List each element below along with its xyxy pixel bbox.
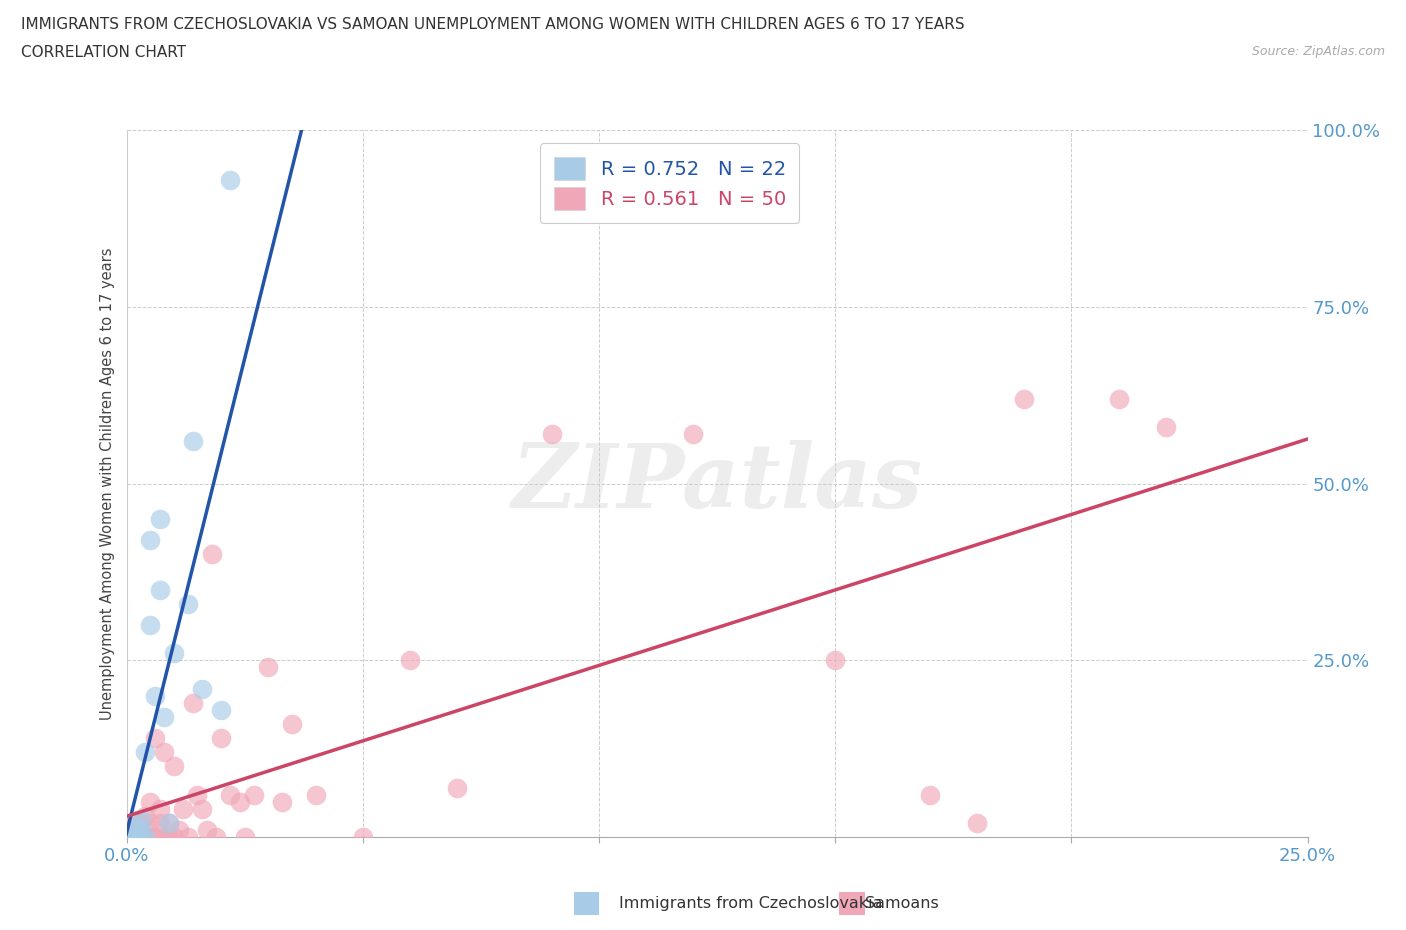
Point — [219, 172, 242, 187]
Point — [243, 787, 266, 802]
Point — [125, 830, 148, 844]
Point — [149, 802, 172, 817]
Text: CORRELATION CHART: CORRELATION CHART — [21, 45, 186, 60]
Point — [163, 759, 186, 774]
Point — [120, 830, 142, 844]
Point — [271, 794, 294, 809]
Text: Samoans: Samoans — [865, 897, 938, 911]
Point — [209, 731, 232, 746]
Point — [824, 653, 846, 668]
Point — [157, 816, 180, 830]
Point — [163, 830, 186, 844]
Point — [209, 702, 232, 717]
Text: ZIPatlas: ZIPatlas — [512, 440, 922, 527]
Point — [149, 512, 172, 526]
Point — [125, 819, 148, 834]
Point — [233, 830, 256, 844]
Point — [1108, 392, 1130, 406]
Point — [149, 582, 172, 597]
Point — [1012, 392, 1035, 406]
Point — [157, 816, 180, 830]
Point — [125, 830, 148, 844]
Point — [1154, 419, 1177, 434]
Point — [129, 830, 152, 844]
Point — [229, 794, 252, 809]
FancyBboxPatch shape — [574, 892, 599, 915]
Point — [682, 427, 704, 442]
Point — [143, 688, 166, 703]
Text: Source: ZipAtlas.com: Source: ZipAtlas.com — [1251, 45, 1385, 58]
Point — [149, 816, 172, 830]
Point — [134, 830, 156, 844]
Point — [281, 716, 304, 731]
Point — [129, 812, 152, 827]
Point — [540, 427, 562, 442]
Point — [399, 653, 422, 668]
Point — [167, 822, 190, 837]
Point — [129, 822, 152, 837]
Point — [120, 830, 142, 844]
Point — [139, 533, 162, 548]
Point — [157, 830, 180, 844]
Point — [139, 618, 162, 632]
Point — [134, 830, 156, 844]
Point — [134, 745, 156, 760]
Point — [181, 433, 204, 448]
Point — [120, 826, 142, 841]
Text: IMMIGRANTS FROM CZECHOSLOVAKIA VS SAMOAN UNEMPLOYMENT AMONG WOMEN WITH CHILDREN : IMMIGRANTS FROM CZECHOSLOVAKIA VS SAMOAN… — [21, 17, 965, 32]
Point — [125, 816, 148, 830]
Point — [446, 780, 468, 795]
FancyBboxPatch shape — [839, 892, 865, 915]
Point — [918, 787, 941, 802]
Point — [139, 794, 162, 809]
Point — [153, 745, 176, 760]
Point — [304, 787, 326, 802]
Point — [143, 830, 166, 844]
Point — [120, 826, 142, 841]
Point — [257, 660, 280, 675]
Point — [177, 596, 200, 611]
Y-axis label: Unemployment Among Women with Children Ages 6 to 17 years: Unemployment Among Women with Children A… — [100, 247, 115, 720]
Point — [200, 547, 222, 562]
Point — [134, 808, 156, 823]
Point — [195, 822, 218, 837]
Point — [139, 816, 162, 830]
Point — [172, 802, 194, 817]
Legend: R = 0.752   N = 22, R = 0.561   N = 50: R = 0.752 N = 22, R = 0.561 N = 50 — [540, 143, 800, 223]
Point — [153, 710, 176, 724]
Point — [177, 830, 200, 844]
Point — [129, 830, 152, 844]
Point — [205, 830, 228, 844]
Point — [966, 816, 988, 830]
Point — [352, 830, 374, 844]
Point — [191, 681, 214, 696]
Point — [191, 802, 214, 817]
Point — [143, 731, 166, 746]
Point — [139, 830, 162, 844]
Point — [219, 787, 242, 802]
Point — [153, 830, 176, 844]
Point — [181, 696, 204, 711]
Point — [129, 816, 152, 830]
Point — [163, 645, 186, 660]
Point — [186, 787, 208, 802]
Text: Immigrants from Czechoslovakia: Immigrants from Czechoslovakia — [619, 897, 882, 911]
